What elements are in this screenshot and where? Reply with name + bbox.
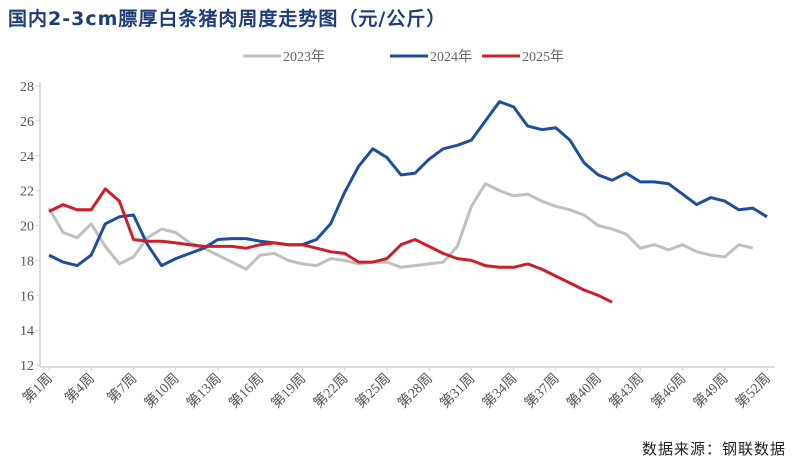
x-tick-label: 第49周 xyxy=(690,370,732,412)
x-tick-label: 第10周 xyxy=(141,370,183,412)
x-tick-label: 第46周 xyxy=(648,370,690,412)
y-tick-label: 26 xyxy=(20,115,34,130)
y-tick-label: 22 xyxy=(20,185,34,200)
series-line-2023 xyxy=(47,182,754,271)
x-tick-label: 第16周 xyxy=(225,370,267,412)
x-tick-label: 第34周 xyxy=(479,370,521,412)
x-tick-label: 第52周 xyxy=(732,370,774,412)
chart-title: 国内2-3cm膘厚白条猪肉周度走势图（元/公斤） xyxy=(8,8,447,30)
x-tick-label: 第13周 xyxy=(183,370,225,412)
y-tick-label: 12 xyxy=(20,359,34,374)
y-tick-label: 16 xyxy=(20,289,34,304)
x-tick-label: 第28周 xyxy=(394,370,436,412)
legend-label: 2024年 xyxy=(430,49,472,65)
y-tick-label: 18 xyxy=(20,254,34,269)
legend-label: 2025年 xyxy=(522,49,564,65)
x-tick-label: 第40周 xyxy=(563,370,605,412)
x-tick-label: 第7周 xyxy=(104,370,141,407)
y-tick-label: 20 xyxy=(20,220,34,235)
x-tick-label: 第43周 xyxy=(605,370,647,412)
x-tick-label: 第37周 xyxy=(521,370,563,412)
legend-label: 2023年 xyxy=(283,49,325,65)
series-line-2024 xyxy=(48,100,768,268)
x-tick-label: 第22周 xyxy=(310,370,352,412)
x-tick-label: 第4周 xyxy=(61,370,98,407)
series-line-2025 xyxy=(48,187,613,304)
y-tick-label: 28 xyxy=(20,80,34,95)
y-tick-label: 14 xyxy=(20,324,34,339)
x-tick-label: 第31周 xyxy=(436,370,478,412)
source-note: 数据来源：钢联数据 xyxy=(641,440,786,458)
y-tick-label: 24 xyxy=(20,150,34,165)
x-tick-label: 第25周 xyxy=(352,370,394,412)
x-tick-label: 第19周 xyxy=(268,370,310,412)
x-tick-label: 第1周 xyxy=(19,370,56,407)
